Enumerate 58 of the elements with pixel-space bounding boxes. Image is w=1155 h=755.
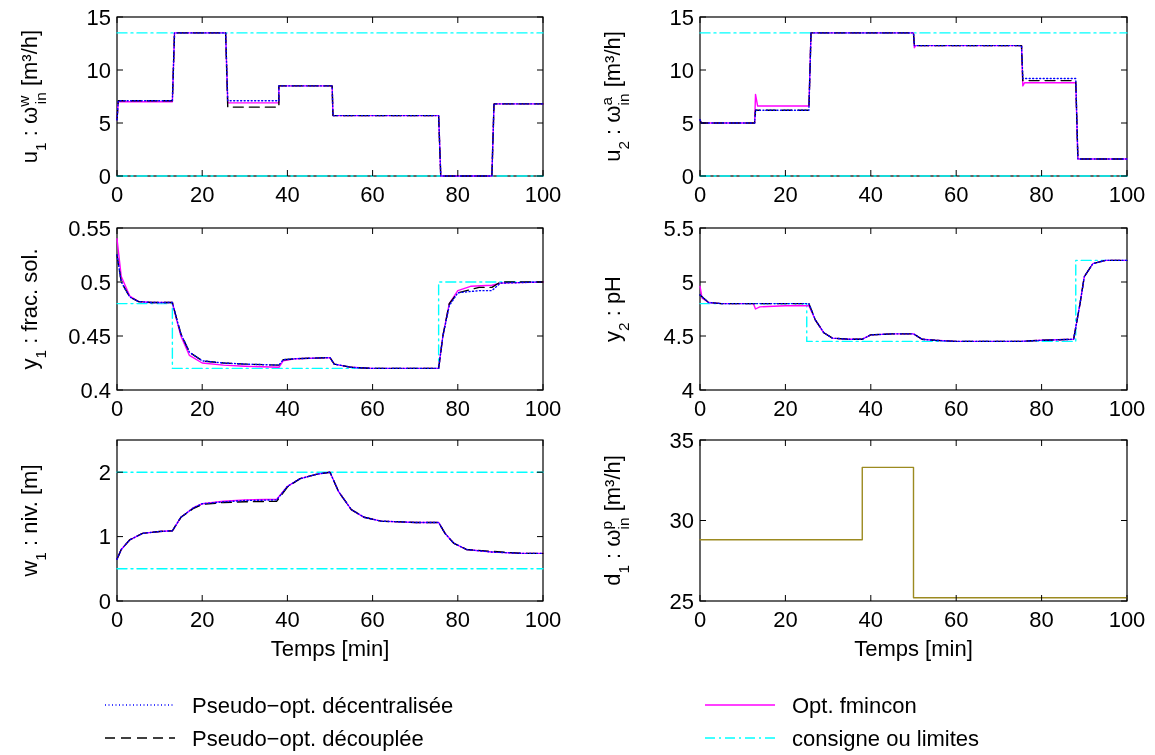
y-tick-label: 2 bbox=[98, 459, 111, 485]
x-tick-label: 80 bbox=[1029, 607, 1054, 632]
x-tick-label: 80 bbox=[445, 396, 471, 421]
legend-label: Pseudo−opt. décentralisée bbox=[192, 692, 454, 718]
x-tick-label: 40 bbox=[858, 396, 884, 421]
x-tick-label: 60 bbox=[943, 607, 969, 632]
x-tick-label: 100 bbox=[524, 396, 562, 421]
y-tick-label: 1 bbox=[98, 524, 111, 550]
x-tick-label: 20 bbox=[189, 396, 215, 421]
x-tick-label: 80 bbox=[1029, 396, 1054, 421]
x-tick-label: 20 bbox=[773, 182, 798, 207]
y-tick-label: 5 bbox=[681, 110, 694, 136]
x-tick-label: 100 bbox=[1108, 396, 1146, 421]
y-tick-label: 5.5 bbox=[663, 215, 694, 241]
x-tick-label: 100 bbox=[524, 607, 562, 632]
x-tick-label: 40 bbox=[858, 607, 884, 632]
y-tick-label: 0 bbox=[681, 163, 694, 189]
legend-label: Pseudo−opt. découplée bbox=[192, 725, 424, 751]
x-tick-label: 100 bbox=[1108, 607, 1146, 632]
x-tick-label: 100 bbox=[524, 182, 562, 207]
y-tick-label: 30 bbox=[669, 508, 694, 534]
x-tick-label: 20 bbox=[773, 607, 798, 632]
x-tick-label: 60 bbox=[360, 396, 385, 421]
x-tick-label: 40 bbox=[275, 607, 300, 632]
x-tick-label: 80 bbox=[1029, 182, 1054, 207]
y-tick-label: 35 bbox=[669, 427, 694, 453]
y-tick-label: 0 bbox=[98, 163, 111, 189]
x-tick-label: 60 bbox=[360, 607, 385, 632]
x-tick-label: 40 bbox=[275, 396, 300, 421]
x-tick-label: 20 bbox=[773, 396, 798, 421]
x-axis-title: Temps [min] bbox=[854, 636, 973, 661]
y-tick-label: 0.5 bbox=[80, 269, 111, 295]
y-tick-label: 0 bbox=[98, 588, 111, 614]
y-tick-label: 15 bbox=[86, 4, 111, 30]
y-tick-label: 10 bbox=[86, 57, 111, 83]
y-tick-label: 0.45 bbox=[68, 323, 111, 349]
x-tick-label: 100 bbox=[1108, 182, 1146, 207]
x-tick-label: 40 bbox=[858, 182, 884, 207]
x-tick-label: 60 bbox=[943, 182, 969, 207]
x-tick-label: 80 bbox=[445, 607, 471, 632]
legend-label: Opt. fmincon bbox=[792, 692, 917, 718]
y-tick-label: 15 bbox=[669, 4, 694, 30]
x-tick-label: 20 bbox=[189, 607, 215, 632]
legend-label: consigne ou limites bbox=[792, 725, 980, 751]
y-tick-label: 4.5 bbox=[663, 323, 694, 349]
x-axis-title: Temps [min] bbox=[270, 636, 390, 661]
x-tick-label: 20 bbox=[189, 182, 215, 207]
x-tick-label: 40 bbox=[275, 182, 300, 207]
y-tick-label: 25 bbox=[669, 588, 694, 614]
y-tick-label: 5 bbox=[98, 110, 111, 136]
y-tick-label: 4 bbox=[681, 377, 694, 403]
y-tick-label: 5 bbox=[681, 269, 694, 295]
x-tick-label: 60 bbox=[943, 396, 969, 421]
x-tick-label: 60 bbox=[360, 182, 385, 207]
y-tick-label: 10 bbox=[669, 57, 694, 83]
y-tick-label: 0.55 bbox=[68, 215, 111, 241]
x-tick-label: 80 bbox=[445, 182, 471, 207]
y-tick-label: 0.4 bbox=[80, 377, 111, 403]
